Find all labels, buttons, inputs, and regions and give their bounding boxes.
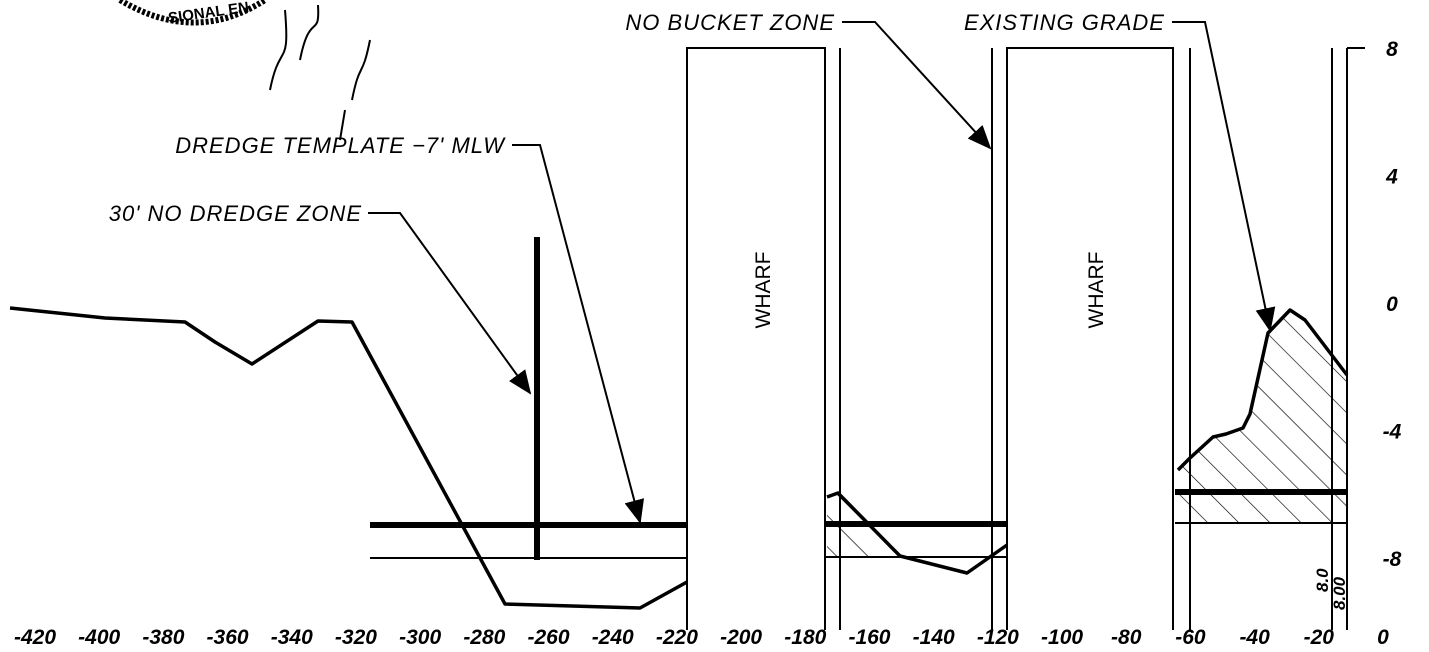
x-tick-label: -40 xyxy=(1239,626,1270,649)
label: DREDGE TEMPLATE −7' MLW xyxy=(175,133,506,158)
x-tick-label: -240 xyxy=(592,626,634,649)
leader xyxy=(1172,21,1276,332)
wharf-label: WHARF xyxy=(752,252,775,329)
y-tick-label: -4 xyxy=(1383,421,1402,444)
x-tick-label: -120 xyxy=(977,626,1019,649)
y-tick-label: 4 xyxy=(1385,166,1398,189)
x-tick-label: -420 xyxy=(14,626,56,649)
label: EXISTING GRADE xyxy=(964,10,1165,35)
x-tick-label: -220 xyxy=(656,626,698,649)
x-tick-label: -20 xyxy=(1304,626,1335,649)
x-tick-label: -60 xyxy=(1175,626,1206,649)
elevation-note: 8.00 xyxy=(1330,576,1349,610)
signature xyxy=(269,4,371,141)
x-tick-label: -260 xyxy=(528,626,570,649)
x-tick-label: -280 xyxy=(463,626,505,649)
leader xyxy=(512,144,645,524)
x-tick-label: -80 xyxy=(1111,626,1142,649)
wharf-outline xyxy=(1006,47,1174,630)
existing-grade xyxy=(9,306,688,610)
x-tick-label: -340 xyxy=(271,626,313,649)
leader xyxy=(842,21,992,150)
wharf-label: WHARF xyxy=(1085,252,1108,329)
y-tick-label: -8 xyxy=(1383,548,1402,571)
x-tick-label: -100 xyxy=(1041,626,1083,649)
hatch xyxy=(1178,310,1347,523)
y-tick-label: 8 xyxy=(1386,38,1398,61)
x-tick-label: -140 xyxy=(913,626,955,649)
stamp-edge xyxy=(118,0,267,26)
label: NO BUCKET ZONE xyxy=(625,10,835,35)
x-tick-label: -360 xyxy=(207,626,249,649)
x-tick-label: -380 xyxy=(142,626,184,649)
x-tick-label: -160 xyxy=(848,626,890,649)
x-tick-label: -400 xyxy=(78,626,120,649)
existing-grade xyxy=(1176,308,1349,472)
x-tick-label: -200 xyxy=(720,626,762,649)
wharf-outline xyxy=(686,47,826,630)
leader xyxy=(368,212,532,395)
y-tick-label: 0 xyxy=(1386,293,1398,316)
x-tick-label: -180 xyxy=(784,626,826,649)
x-tick-label: 0 xyxy=(1377,626,1389,649)
elevation-note: 8.0 xyxy=(1313,568,1332,592)
x-tick-label: -320 xyxy=(335,626,377,649)
x-tick-label: -300 xyxy=(399,626,441,649)
label: 30' NO DREDGE ZONE xyxy=(109,201,362,226)
